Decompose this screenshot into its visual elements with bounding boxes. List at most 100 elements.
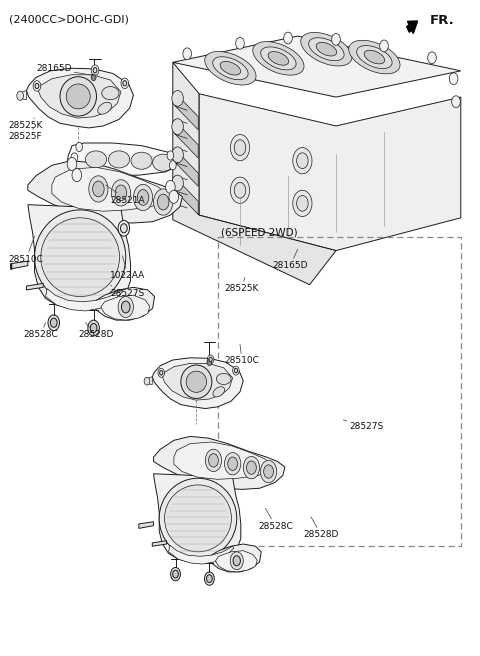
Circle shape xyxy=(230,177,250,203)
Text: 28528D: 28528D xyxy=(78,323,114,339)
Circle shape xyxy=(123,81,127,86)
Ellipse shape xyxy=(253,41,304,75)
Ellipse shape xyxy=(213,387,225,397)
Circle shape xyxy=(225,453,241,475)
Circle shape xyxy=(293,190,312,216)
Polygon shape xyxy=(52,167,166,211)
Circle shape xyxy=(121,78,129,89)
Polygon shape xyxy=(154,474,241,563)
Circle shape xyxy=(449,73,458,85)
Text: 28528D: 28528D xyxy=(303,517,339,539)
Circle shape xyxy=(72,169,82,182)
Circle shape xyxy=(172,91,183,106)
Circle shape xyxy=(234,369,238,373)
Text: 28510C: 28510C xyxy=(225,344,260,365)
Ellipse shape xyxy=(41,218,120,297)
Polygon shape xyxy=(173,184,336,285)
Polygon shape xyxy=(46,289,122,311)
Polygon shape xyxy=(67,143,178,176)
Polygon shape xyxy=(11,261,28,269)
Text: 28521A: 28521A xyxy=(106,185,145,205)
Circle shape xyxy=(207,355,214,364)
Polygon shape xyxy=(174,120,198,158)
Ellipse shape xyxy=(316,43,336,56)
Ellipse shape xyxy=(98,102,111,114)
Circle shape xyxy=(144,377,150,385)
Circle shape xyxy=(88,320,99,336)
Circle shape xyxy=(230,134,250,161)
Ellipse shape xyxy=(213,56,248,80)
Text: 1022AA: 1022AA xyxy=(110,256,145,280)
Polygon shape xyxy=(101,295,150,320)
Polygon shape xyxy=(28,161,182,223)
Circle shape xyxy=(118,220,130,236)
Circle shape xyxy=(121,301,130,313)
Circle shape xyxy=(166,180,175,194)
Circle shape xyxy=(167,151,174,160)
Circle shape xyxy=(93,181,104,197)
Circle shape xyxy=(183,48,192,60)
Circle shape xyxy=(67,157,77,171)
Circle shape xyxy=(93,68,97,73)
Polygon shape xyxy=(152,358,243,409)
Circle shape xyxy=(91,65,99,75)
Ellipse shape xyxy=(181,365,212,398)
Circle shape xyxy=(90,323,97,333)
Ellipse shape xyxy=(261,47,296,70)
Circle shape xyxy=(172,119,183,134)
Circle shape xyxy=(160,371,163,375)
Circle shape xyxy=(173,570,179,578)
Text: 28525K: 28525K xyxy=(225,277,259,293)
Polygon shape xyxy=(211,544,261,572)
Polygon shape xyxy=(38,75,121,118)
Ellipse shape xyxy=(357,45,392,69)
Circle shape xyxy=(76,142,83,152)
Polygon shape xyxy=(174,92,198,130)
Polygon shape xyxy=(216,550,257,572)
Circle shape xyxy=(172,147,183,163)
Circle shape xyxy=(452,96,460,108)
Polygon shape xyxy=(96,287,155,320)
Polygon shape xyxy=(174,148,198,186)
Polygon shape xyxy=(139,522,154,529)
Circle shape xyxy=(234,140,246,155)
Text: FR.: FR. xyxy=(430,14,455,28)
Circle shape xyxy=(428,52,436,64)
Text: 28528C: 28528C xyxy=(23,323,58,339)
Circle shape xyxy=(71,153,78,162)
Ellipse shape xyxy=(349,40,400,74)
Circle shape xyxy=(33,81,41,91)
Circle shape xyxy=(293,148,312,174)
Polygon shape xyxy=(174,442,271,480)
Circle shape xyxy=(115,185,127,201)
Text: 28510C: 28510C xyxy=(9,236,44,264)
Ellipse shape xyxy=(309,37,344,61)
Bar xyxy=(218,237,461,546)
Circle shape xyxy=(236,37,244,49)
Circle shape xyxy=(169,190,179,203)
Text: 28525F: 28525F xyxy=(9,127,42,141)
Ellipse shape xyxy=(131,152,152,169)
Circle shape xyxy=(137,190,149,205)
Circle shape xyxy=(118,297,133,318)
Circle shape xyxy=(243,457,260,479)
Ellipse shape xyxy=(153,154,174,171)
Circle shape xyxy=(157,194,169,210)
Circle shape xyxy=(158,369,165,377)
Circle shape xyxy=(332,33,340,45)
Circle shape xyxy=(169,161,176,170)
Circle shape xyxy=(209,454,218,467)
Ellipse shape xyxy=(108,151,130,168)
Circle shape xyxy=(48,315,60,331)
Ellipse shape xyxy=(364,51,384,64)
Polygon shape xyxy=(145,377,152,384)
Circle shape xyxy=(230,552,243,569)
Ellipse shape xyxy=(268,52,288,65)
Ellipse shape xyxy=(165,485,231,552)
Circle shape xyxy=(89,176,108,202)
Ellipse shape xyxy=(186,371,206,392)
Circle shape xyxy=(247,461,256,474)
Circle shape xyxy=(228,457,238,470)
Circle shape xyxy=(35,83,39,89)
Polygon shape xyxy=(168,545,234,564)
